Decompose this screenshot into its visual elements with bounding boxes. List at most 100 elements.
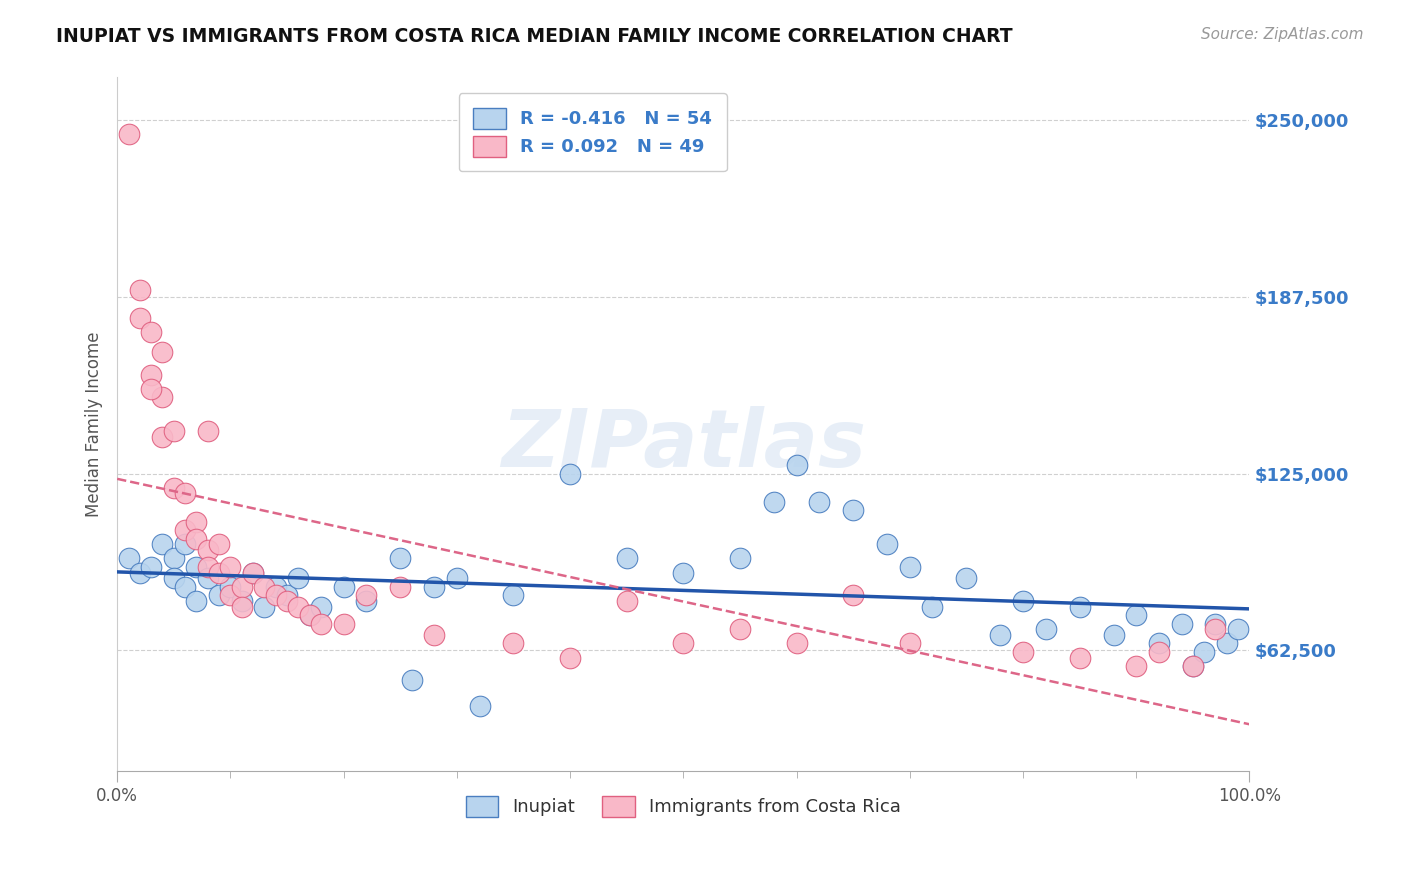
- Point: [558, 467, 581, 481]
- Point: [152, 537, 174, 551]
- Point: [728, 622, 751, 636]
- Point: [1227, 622, 1250, 636]
- Point: [186, 560, 208, 574]
- Point: [423, 628, 446, 642]
- Point: [208, 588, 231, 602]
- Point: [186, 532, 208, 546]
- Point: [117, 127, 139, 141]
- Point: [231, 594, 253, 608]
- Point: [1181, 659, 1204, 673]
- Point: [1181, 659, 1204, 673]
- Point: [141, 368, 163, 382]
- Point: [276, 588, 298, 602]
- Point: [163, 424, 186, 438]
- Point: [1125, 608, 1147, 623]
- Point: [242, 566, 264, 580]
- Point: [174, 580, 197, 594]
- Point: [197, 543, 219, 558]
- Point: [728, 551, 751, 566]
- Y-axis label: Median Family Income: Median Family Income: [86, 331, 103, 516]
- Point: [208, 566, 231, 580]
- Point: [141, 382, 163, 396]
- Point: [401, 673, 423, 687]
- Point: [253, 580, 276, 594]
- Point: [955, 571, 977, 585]
- Point: [842, 588, 865, 602]
- Point: [672, 566, 695, 580]
- Point: [128, 310, 150, 325]
- Point: [197, 571, 219, 585]
- Point: [163, 551, 186, 566]
- Point: [287, 571, 309, 585]
- Point: [174, 537, 197, 551]
- Point: [174, 486, 197, 500]
- Point: [1170, 616, 1192, 631]
- Point: [842, 503, 865, 517]
- Point: [242, 566, 264, 580]
- Point: [174, 523, 197, 537]
- Point: [356, 588, 378, 602]
- Point: [898, 636, 921, 650]
- Point: [558, 650, 581, 665]
- Point: [186, 515, 208, 529]
- Text: ZIPatlas: ZIPatlas: [501, 406, 866, 483]
- Point: [264, 580, 287, 594]
- Point: [1147, 636, 1170, 650]
- Point: [298, 608, 321, 623]
- Point: [389, 551, 412, 566]
- Point: [231, 580, 253, 594]
- Point: [1147, 645, 1170, 659]
- Point: [1069, 650, 1091, 665]
- Point: [128, 566, 150, 580]
- Point: [616, 594, 638, 608]
- Point: [876, 537, 898, 551]
- Point: [141, 560, 163, 574]
- Point: [332, 580, 354, 594]
- Point: [219, 588, 242, 602]
- Point: [298, 608, 321, 623]
- Point: [332, 616, 354, 631]
- Point: [186, 594, 208, 608]
- Point: [808, 495, 831, 509]
- Point: [616, 551, 638, 566]
- Point: [1192, 645, 1215, 659]
- Text: Source: ZipAtlas.com: Source: ZipAtlas.com: [1201, 27, 1364, 42]
- Legend: Inupiat, Immigrants from Costa Rica: Inupiat, Immigrants from Costa Rica: [458, 789, 908, 824]
- Point: [253, 599, 276, 614]
- Text: INUPIAT VS IMMIGRANTS FROM COSTA RICA MEDIAN FAMILY INCOME CORRELATION CHART: INUPIAT VS IMMIGRANTS FROM COSTA RICA ME…: [56, 27, 1012, 45]
- Point: [1205, 622, 1227, 636]
- Point: [1035, 622, 1057, 636]
- Point: [502, 636, 524, 650]
- Point: [231, 599, 253, 614]
- Point: [128, 283, 150, 297]
- Point: [219, 580, 242, 594]
- Point: [1125, 659, 1147, 673]
- Point: [309, 616, 332, 631]
- Point: [163, 571, 186, 585]
- Point: [1205, 616, 1227, 631]
- Point: [468, 698, 491, 713]
- Point: [1216, 636, 1239, 650]
- Point: [1069, 599, 1091, 614]
- Point: [163, 481, 186, 495]
- Point: [389, 580, 412, 594]
- Point: [921, 599, 943, 614]
- Point: [219, 560, 242, 574]
- Point: [502, 588, 524, 602]
- Point: [287, 599, 309, 614]
- Point: [152, 390, 174, 404]
- Point: [152, 345, 174, 359]
- Point: [1012, 594, 1035, 608]
- Point: [446, 571, 468, 585]
- Point: [264, 588, 287, 602]
- Point: [988, 628, 1011, 642]
- Point: [672, 636, 695, 650]
- Point: [1102, 628, 1125, 642]
- Point: [1012, 645, 1035, 659]
- Point: [356, 594, 378, 608]
- Point: [762, 495, 785, 509]
- Point: [786, 458, 808, 472]
- Point: [152, 430, 174, 444]
- Point: [423, 580, 446, 594]
- Point: [141, 325, 163, 339]
